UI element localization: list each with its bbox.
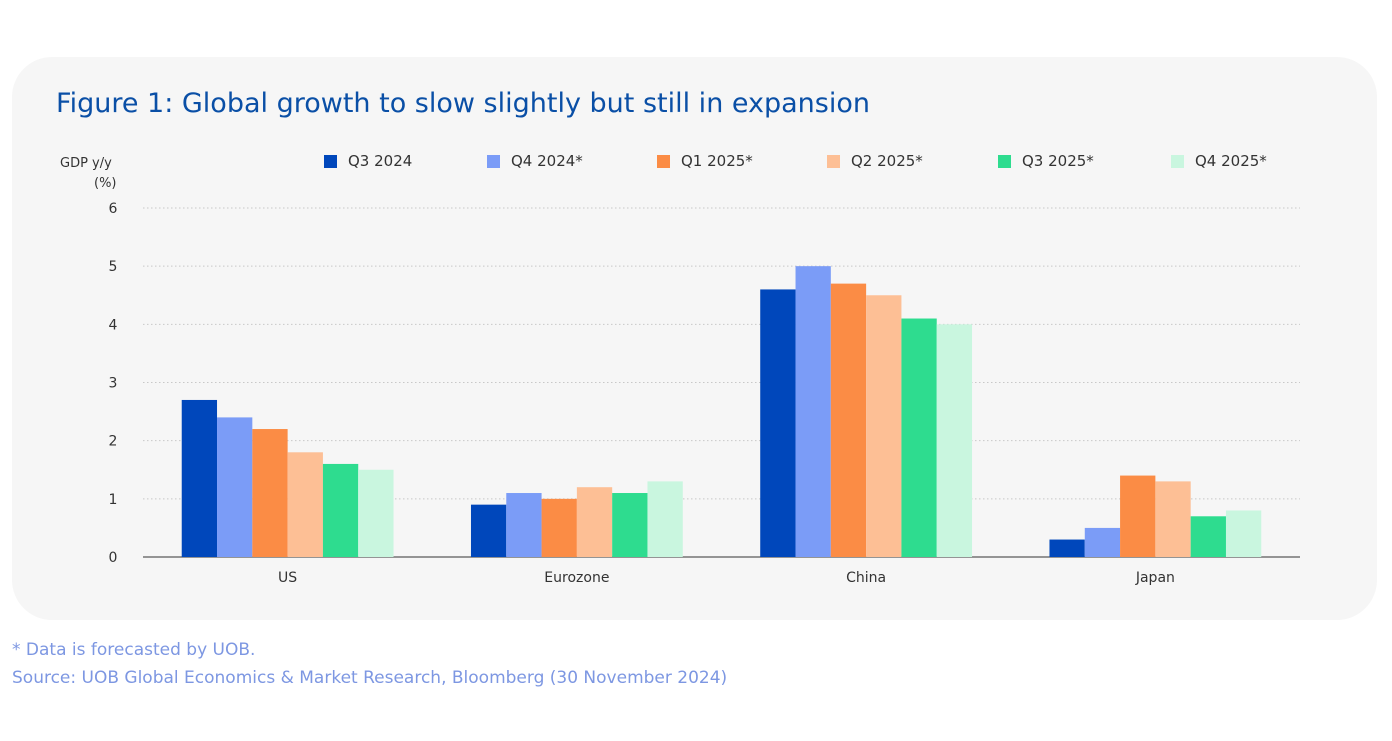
legend-item-q3-2024: Q3 2024: [324, 152, 412, 170]
bar-eurozone-4: [576, 487, 613, 557]
bar-japan-6: [1225, 510, 1262, 557]
bar-eurozone-6: [647, 481, 683, 557]
bar-us-2: [217, 417, 253, 557]
legend-item-q1-2025: Q1 2025*: [657, 152, 753, 170]
legend-item-q3-2025: Q3 2025*: [998, 152, 1094, 170]
bar-japan-1: [1049, 539, 1085, 557]
bar-eurozone-2: [506, 493, 542, 557]
bar-china-1: [760, 289, 796, 557]
y-tick-label: 4: [109, 317, 118, 333]
legend-swatch: [324, 154, 337, 168]
legend-item-q4-2025: Q4 2025*: [1171, 152, 1267, 170]
bar-us-5: [322, 463, 359, 557]
legend-label: Q3 2024: [348, 152, 413, 170]
bar-eurozone-1: [470, 504, 507, 557]
bar-japan-2: [1084, 527, 1121, 557]
bar-us-6: [358, 469, 394, 557]
legend-swatch: [1171, 154, 1184, 168]
x-tick-label: US: [278, 570, 297, 586]
y-axis-label-line2: (%): [94, 176, 117, 191]
source-note: Source: UOB Global Economics & Market Re…: [12, 668, 728, 688]
legend-label: Q2 2025*: [851, 152, 923, 170]
legend-label: Q4 2024*: [511, 152, 583, 170]
bar-us-4: [287, 452, 323, 557]
y-tick-label: 5: [109, 259, 118, 275]
y-tick-label: 3: [109, 376, 118, 392]
legend-item-q2-2025: Q2 2025*: [827, 152, 923, 170]
y-tick-label: 0: [109, 550, 118, 566]
legend-swatch: [998, 154, 1011, 168]
legend-label: Q3 2025*: [1022, 152, 1094, 170]
bar-china-3: [830, 283, 867, 557]
legend-swatch: [487, 154, 500, 168]
x-tick-label: Japan: [1135, 570, 1175, 586]
y-tick-label: 6: [109, 201, 118, 217]
bar-eurozone-5: [612, 493, 648, 557]
bar-eurozone-3: [541, 498, 577, 557]
legend-swatch: [657, 154, 670, 168]
y-axis-label-line1: GDP y/y: [60, 156, 112, 171]
legend-label: Q1 2025*: [681, 152, 753, 170]
y-tick-label: 1: [109, 492, 118, 508]
bar-japan-3: [1120, 475, 1156, 557]
bar-china-6: [936, 324, 973, 557]
bar-japan-4: [1155, 481, 1191, 557]
legend-swatch: [827, 154, 840, 168]
legend-item-q4-2024: Q4 2024*: [487, 152, 583, 170]
y-tick-label: 2: [109, 434, 118, 450]
bar-japan-5: [1190, 516, 1226, 557]
forecast-footnote: * Data is forecasted by UOB.: [12, 640, 256, 660]
bar-china-2: [795, 266, 831, 557]
chart-title: Figure 1: Global growth to slow slightly…: [56, 88, 870, 119]
x-tick-label: China: [846, 570, 886, 586]
bar-us-3: [252, 429, 288, 557]
bar-us-1: [181, 399, 218, 557]
bar-china-4: [866, 295, 902, 557]
bar-china-5: [901, 318, 937, 557]
legend-label: Q4 2025*: [1195, 152, 1267, 170]
x-tick-label: Eurozone: [544, 570, 609, 586]
